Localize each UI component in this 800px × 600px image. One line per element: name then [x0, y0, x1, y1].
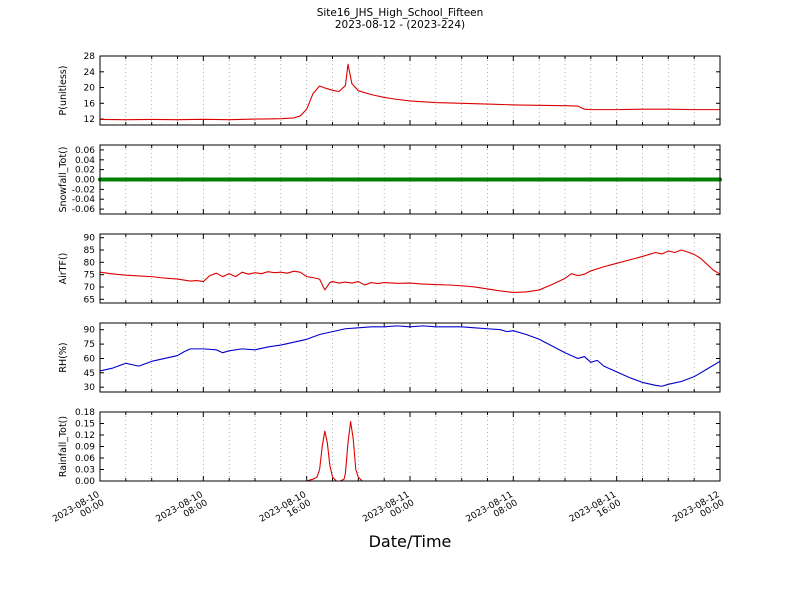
panel-rh: 30 45 60 75 90 RH(%) [58, 322, 721, 394]
panel-pressure: 12 16 20 24 28 P(unitless) [58, 52, 721, 126]
svg-text:0.06: 0.06 [75, 146, 95, 156]
svg-text:45: 45 [84, 369, 95, 379]
y-axis-title: RH(%) [58, 342, 69, 372]
y-tick-labels: 65 70 75 80 85 90 [84, 234, 96, 306]
svg-text:80: 80 [84, 258, 96, 268]
y-tick-labels: 30 45 60 75 90 [84, 326, 96, 394]
svg-text:-0.04: -0.04 [72, 195, 96, 205]
svg-text:2023-08-1100:00: 2023-08-1100:00 [361, 490, 416, 533]
svg-text:0.00: 0.00 [75, 176, 95, 186]
chart-subtitle: 2023-08-12 - (2023-224) [334, 19, 466, 31]
svg-text:0.12: 0.12 [75, 431, 95, 441]
svg-text:75: 75 [84, 271, 95, 281]
svg-text:-0.06: -0.06 [72, 205, 96, 215]
series-line-RH [99, 325, 721, 387]
svg-text:-0.02: -0.02 [72, 185, 95, 195]
y-axis-title: P(unitless) [58, 66, 69, 116]
svg-text:60: 60 [84, 355, 96, 365]
svg-text:2023-08-1008:00: 2023-08-1008:00 [154, 490, 209, 533]
svg-text:90: 90 [84, 326, 96, 336]
y-tick-labels: 0.060.040.020.00-0.02-0.04-0.06 [72, 146, 96, 215]
tick-marks [99, 323, 721, 392]
svg-text:12: 12 [84, 115, 95, 125]
tick-marks [99, 55, 721, 125]
panel-border [99, 55, 721, 126]
svg-text:0.18: 0.18 [75, 408, 95, 418]
tick-marks [99, 411, 721, 482]
svg-text:2023-08-1116:00: 2023-08-1116:00 [568, 490, 623, 533]
svg-text:0.15: 0.15 [75, 420, 95, 430]
y-axis-title: AirTF() [58, 253, 69, 285]
svg-text:90: 90 [84, 234, 96, 244]
gridlines [125, 412, 695, 481]
svg-text:0.06: 0.06 [75, 454, 95, 464]
svg-text:30: 30 [84, 383, 96, 393]
svg-text:75: 75 [84, 340, 95, 350]
svg-text:2023-08-1108:00: 2023-08-1108:00 [464, 490, 519, 533]
svg-text:2023-08-1200:00: 2023-08-1200:00 [671, 490, 726, 533]
panel-airtf: 65 70 75 80 85 90 AirTF() [58, 233, 721, 306]
tick-marks [99, 234, 721, 303]
svg-text:65: 65 [84, 295, 95, 305]
panel-border [99, 233, 721, 304]
panel-border [99, 411, 721, 482]
svg-text:2023-08-1000:00: 2023-08-1000:00 [51, 490, 106, 533]
panel-border [99, 322, 721, 393]
series-line-P [99, 63, 721, 121]
x-axis-label: Date/Time [368, 532, 452, 551]
svg-text:0.04: 0.04 [75, 156, 95, 166]
chart-title: Site16_JHS_High_School_Fifteen [316, 7, 484, 19]
svg-text:0.02: 0.02 [75, 166, 95, 176]
y-axis-title: Rainfall_Tot() [58, 416, 69, 477]
y-axis-title: Snowfall_Tot() [58, 147, 69, 213]
svg-text:0.09: 0.09 [75, 443, 95, 453]
svg-text:28: 28 [84, 52, 96, 62]
svg-text:16: 16 [84, 99, 96, 109]
gridlines [125, 234, 695, 303]
svg-text:2023-08-1016:00: 2023-08-1016:00 [258, 490, 313, 533]
svg-text:70: 70 [84, 283, 96, 293]
svg-text:24: 24 [84, 68, 96, 78]
svg-text:20: 20 [84, 84, 96, 94]
gridlines [125, 56, 695, 125]
y-tick-labels: 12 16 20 24 28 [84, 52, 96, 125]
panel-border [99, 144, 721, 215]
svg-text:0.00: 0.00 [75, 477, 95, 487]
panel-snowfall: 0.060.040.020.00-0.02-0.04-0.06Snowfall_… [58, 144, 722, 215]
x-tick-labels: 2023-08-1000:00 2023-08-1008:00 2023-08-10… [51, 490, 726, 533]
y-tick-labels: 0.18 0.150.12 0.090.06 0.030.00 [75, 408, 95, 487]
svg-text:0.03: 0.03 [75, 466, 95, 476]
gridlines [125, 323, 695, 392]
panel-rainfall: 0.18 0.150.12 0.090.06 0.030.00 Rainfall_Tot… [58, 408, 721, 487]
svg-text:85: 85 [84, 246, 95, 256]
series-line-AirTF [99, 249, 721, 293]
